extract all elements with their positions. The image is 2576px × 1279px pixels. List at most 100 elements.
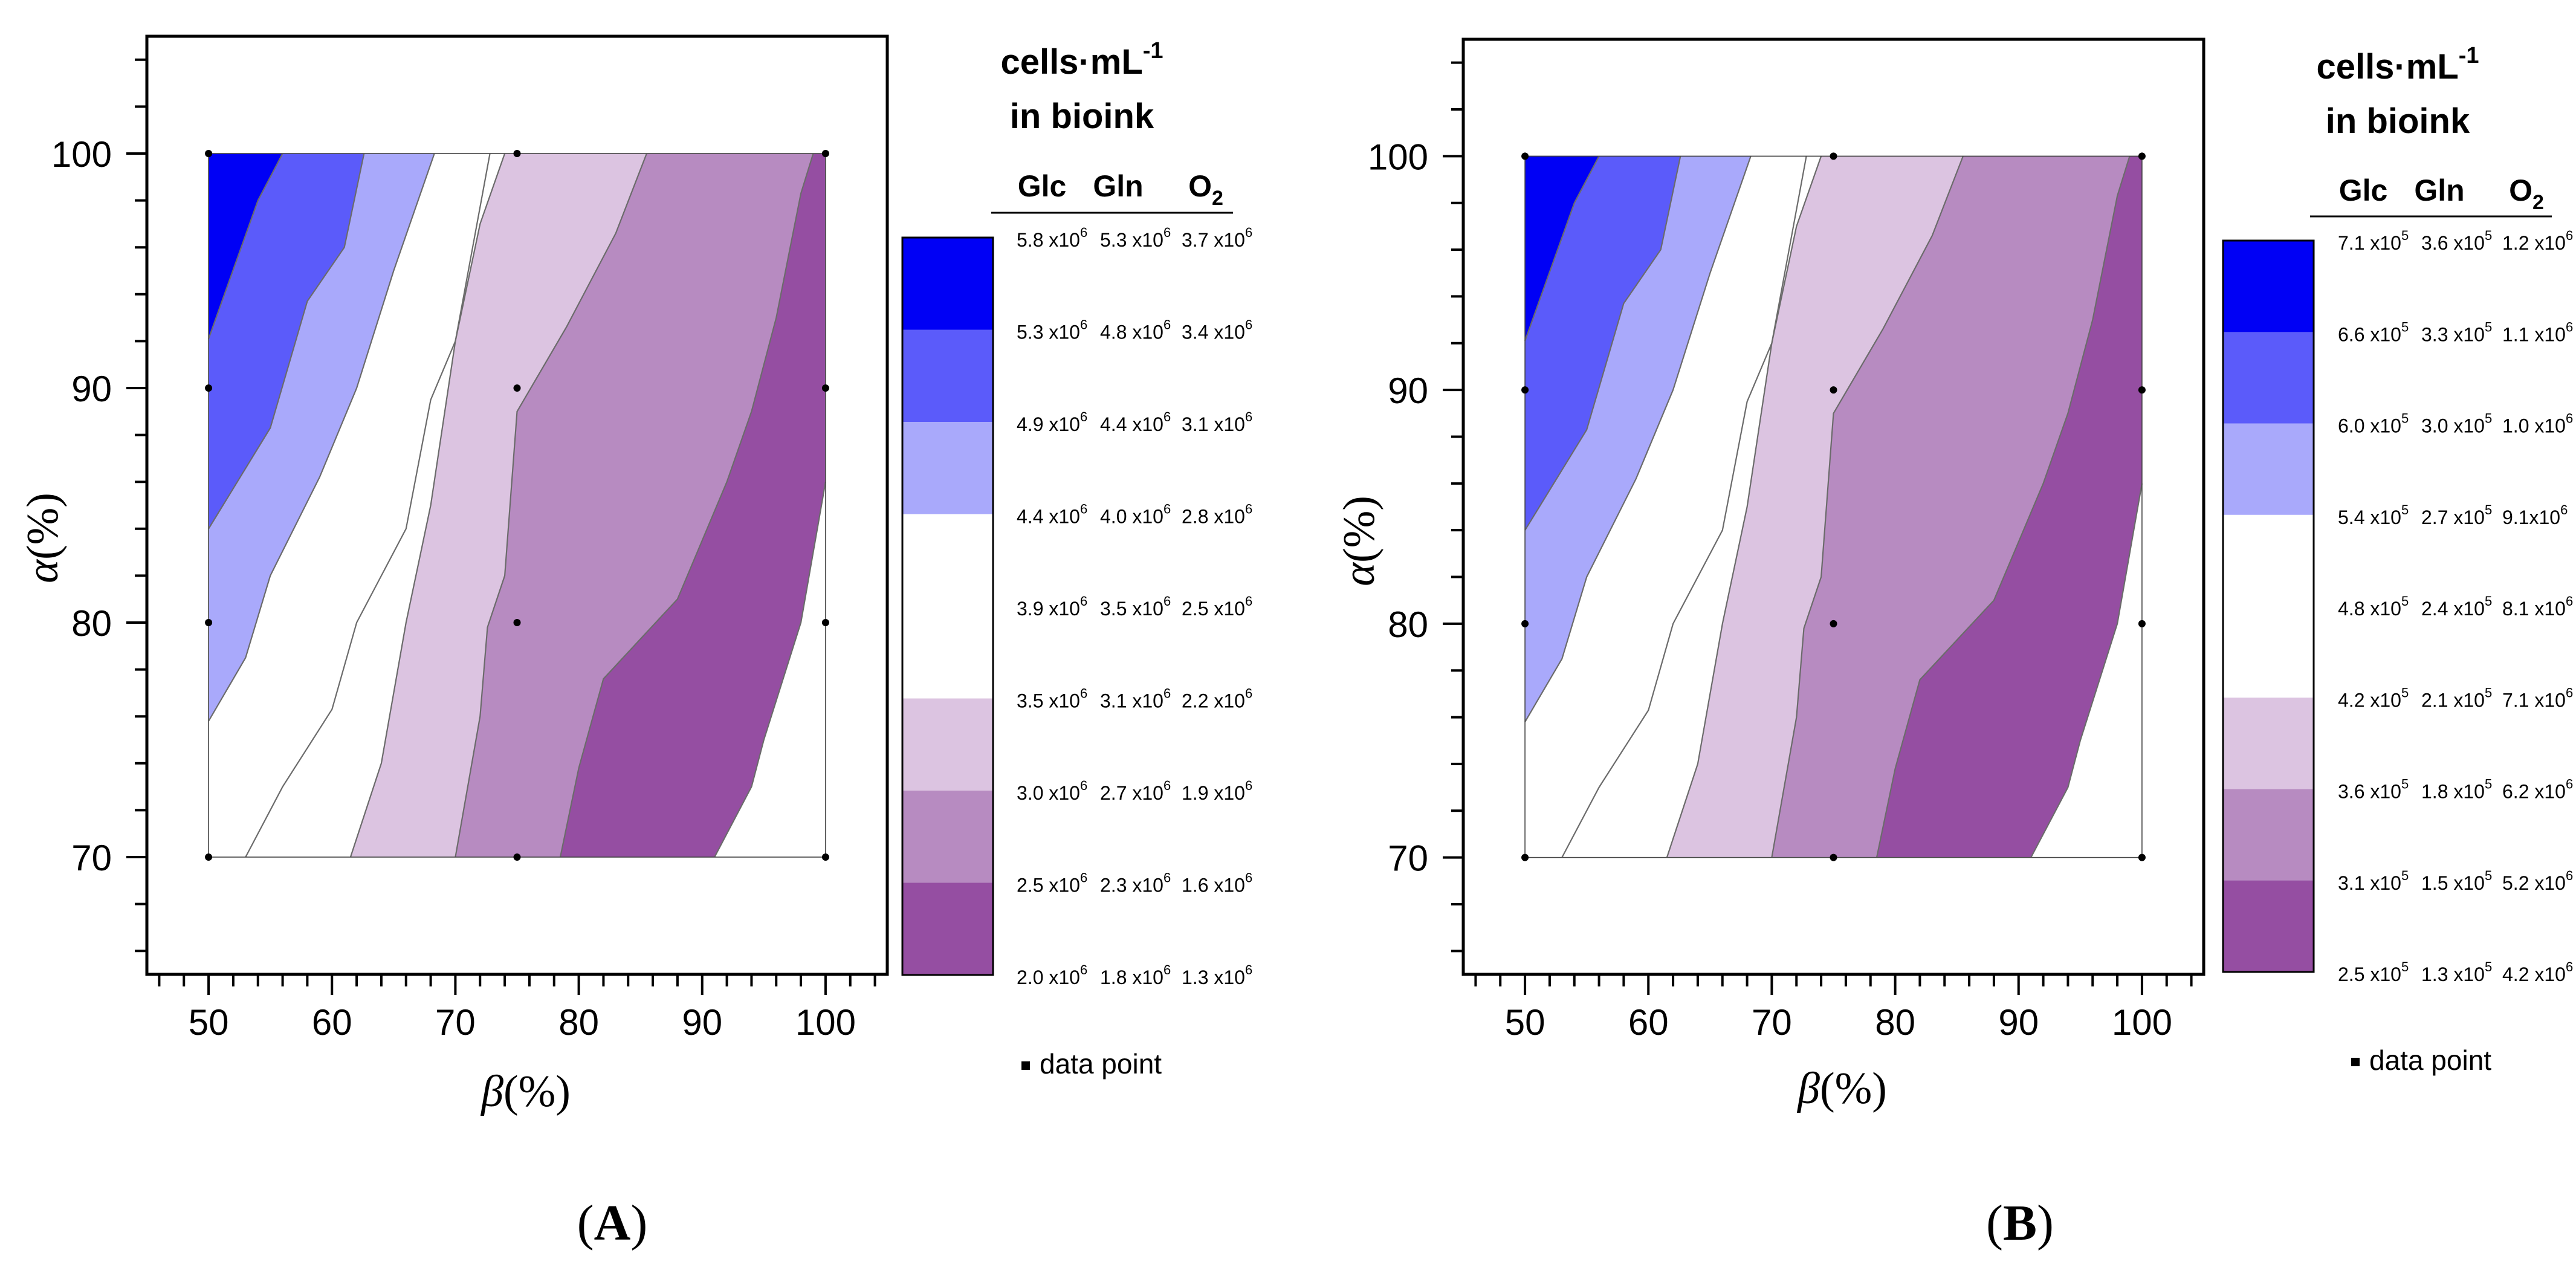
x-tick-label: 100 — [795, 1002, 856, 1043]
legend-level-value: 3.6 x10 — [2421, 232, 2485, 254]
data-point — [1521, 386, 1529, 394]
panel-label-b: (B) — [1929, 1194, 2111, 1252]
legend-level-value: 1.9 x10 — [1182, 782, 1245, 804]
legend-color-band — [2223, 880, 2314, 973]
legend-level-label: 5.3 x106 — [1017, 317, 1087, 343]
legend-level-label: 3.4 x106 — [1182, 317, 1252, 343]
x-tick-label: 70 — [435, 1002, 476, 1043]
legend-level-label: 3.0 x106 — [1017, 778, 1087, 804]
legend-level-exponent: 5 — [2485, 228, 2492, 243]
legend-level-label: 3.6 x105 — [2421, 228, 2492, 254]
legend-level-label: 6.2 x106 — [2502, 777, 2573, 803]
legend-color-band — [2223, 698, 2314, 789]
legend-level-label: 3.5 x106 — [1017, 686, 1087, 712]
panel-label-a: (A) — [522, 1194, 703, 1252]
contour-band-0 — [1525, 156, 1599, 341]
legend-level-exponent: 6 — [2566, 411, 2573, 426]
x-tick-label: 50 — [189, 1002, 229, 1043]
legend-level-label: 1.6 x106 — [1182, 870, 1252, 896]
legend-level-exponent: 5 — [2485, 777, 2492, 792]
legend-level-exponent: 6 — [1245, 225, 1252, 240]
y-tick-label: 100 — [1368, 137, 1428, 177]
x-axis-symbol: β — [480, 1067, 503, 1116]
legend-column-text: Glc — [2339, 173, 2388, 207]
legend-level-value: 2.3 x10 — [1100, 875, 1163, 896]
data-point — [205, 384, 213, 392]
contour-line-7 — [714, 482, 826, 858]
y-tick-label: 90 — [1388, 371, 1428, 411]
legend-level-label: 4.0 x106 — [1100, 502, 1171, 528]
legend-level-label: 7.1 x105 — [2338, 228, 2409, 254]
legend-level-value: 6.6 x10 — [2338, 323, 2401, 345]
legend-color-band — [902, 514, 993, 607]
legend-level-value: 1.8 x10 — [2421, 781, 2485, 803]
legend-level-value: 3.5 x10 — [1017, 690, 1080, 712]
data-point — [821, 384, 829, 392]
x-axis-unit: (%) — [503, 1067, 571, 1116]
legend-color-band — [902, 882, 993, 976]
contour-band-6 — [1772, 156, 2130, 858]
contour-lines — [1524, 155, 2143, 858]
legend-level-value: 7.1 x10 — [2502, 689, 2566, 711]
legend-level-value: 1.8 x10 — [1100, 967, 1163, 988]
legend-level-value: 2.7 x10 — [2421, 507, 2485, 528]
legend-level-exponent: 6 — [1163, 686, 1171, 701]
legend-color-band — [902, 329, 993, 423]
data-point — [821, 619, 829, 626]
y-tick-label: 80 — [1388, 604, 1428, 645]
legend-data-point-marker — [2351, 1058, 2360, 1066]
data-point — [1830, 853, 1837, 861]
legend-level-value: 6.2 x10 — [2502, 781, 2566, 803]
legend-color-band — [902, 606, 993, 699]
contour-band-1 — [209, 154, 364, 529]
legend-level-exponent: 6 — [2566, 868, 2573, 883]
legend-level-value: 3.9 x10 — [1017, 598, 1080, 620]
legend-level-label: 4.2 x105 — [2338, 685, 2409, 711]
legend-level-label: 2.8 x106 — [1182, 502, 1252, 528]
legend-level-exponent: 6 — [1080, 409, 1087, 424]
data-point — [1521, 620, 1529, 627]
data-point — [513, 853, 521, 861]
y-axis-symbol: α — [1335, 562, 1384, 586]
contour-line-6 — [559, 153, 814, 858]
legend-level-exponent: 5 — [2485, 502, 2492, 517]
plot-frame — [1461, 37, 2205, 976]
y-tick-label: 70 — [1388, 838, 1428, 879]
legend-level-label: 1.8 x105 — [2421, 777, 2492, 803]
legend-level-exponent: 6 — [1163, 594, 1171, 609]
legend-level-exponent: 5 — [2485, 868, 2492, 883]
legend-level-exponent: 5 — [2401, 228, 2409, 243]
data-point — [1830, 620, 1837, 627]
plot-frame — [145, 34, 889, 976]
legend-level-exponent: 6 — [2566, 228, 2573, 243]
data-point — [1830, 152, 1837, 160]
contour-bands — [1525, 156, 2142, 858]
axis-ticks — [1443, 61, 2193, 995]
contour-bands — [209, 154, 826, 857]
axis-ticks — [126, 58, 876, 995]
legend-level-exponent: 6 — [1080, 502, 1087, 517]
x-tick-label: 100 — [2112, 1002, 2172, 1043]
panel-label-letter: A — [594, 1195, 631, 1251]
y-axis-unit: (%) — [1335, 496, 1384, 563]
legend-level-exponent: 5 — [2401, 411, 2409, 426]
legend-level-label: 4.4 x106 — [1017, 502, 1087, 528]
legend-column-text: Gln — [2414, 173, 2464, 207]
legend-title-line2: in bioink — [1010, 97, 1154, 136]
x-tick-label: 50 — [1505, 1002, 1545, 1043]
contour-band-1 — [1525, 156, 1681, 531]
legend-data-point-label: data point — [2369, 1044, 2491, 1076]
legend-color-band — [2223, 514, 2314, 607]
legend-level-value: 3.0 x10 — [1017, 782, 1080, 804]
legend-level-exponent: 6 — [1080, 778, 1087, 793]
legend-level-label: 6.0 x105 — [2338, 411, 2409, 437]
contour-band-3 — [209, 154, 490, 857]
panel-label-close: ) — [2037, 1195, 2054, 1251]
data-points — [205, 150, 829, 861]
legend-level-label: 3.6 x105 — [2338, 777, 2409, 803]
legend-level-exponent: 5 — [2485, 319, 2492, 334]
legend-level-exponent: 6 — [2560, 502, 2568, 517]
legend-column-text: Glc — [1018, 169, 1067, 203]
